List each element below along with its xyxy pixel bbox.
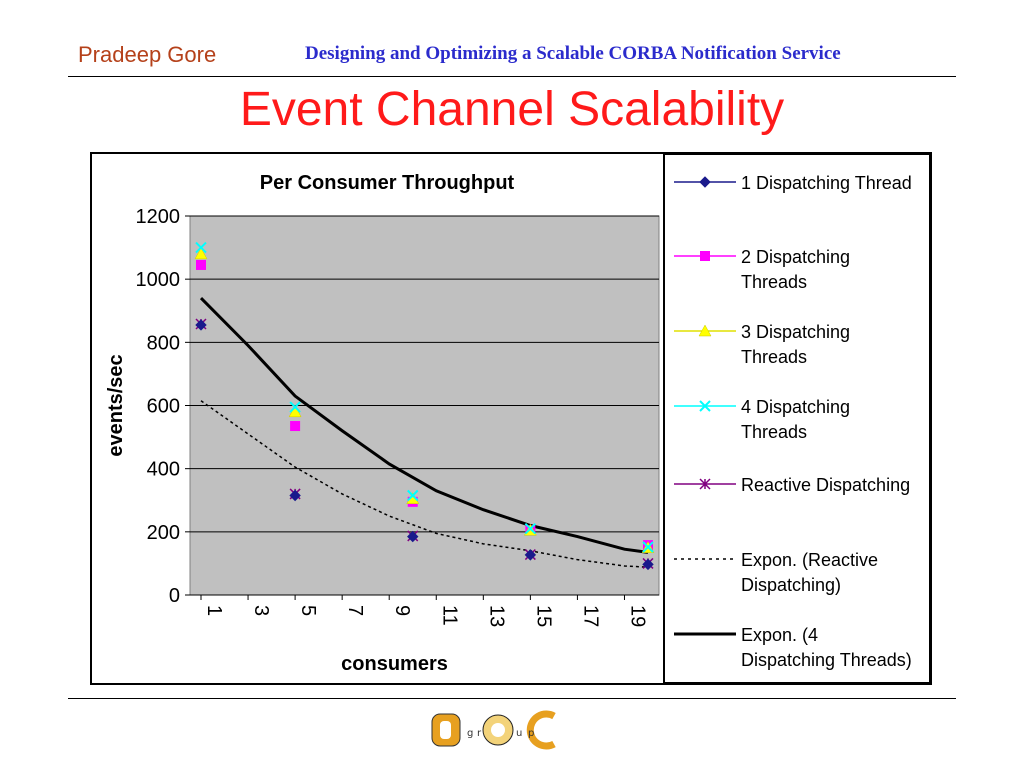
legend-label: Reactive Dispatching bbox=[741, 475, 910, 495]
svg-text:r: r bbox=[477, 728, 482, 739]
data-point bbox=[195, 241, 207, 254]
legend-marker bbox=[699, 176, 711, 188]
trendline-reactive bbox=[200, 400, 649, 568]
x-tick-label: 15 bbox=[532, 605, 554, 627]
data-point bbox=[407, 489, 419, 502]
author-name: Pradeep Gore bbox=[78, 42, 217, 67]
footer-rule bbox=[68, 698, 956, 699]
legend-label: Expon. (Reactive bbox=[741, 550, 878, 570]
chart-title: Per Consumer Throughput bbox=[260, 172, 515, 194]
x-axis-label: consumers bbox=[341, 653, 448, 675]
slide-title: Event Channel Scalability bbox=[239, 83, 785, 136]
x-tick-label: 13 bbox=[485, 605, 507, 627]
x-tick-label: 1 bbox=[203, 605, 225, 616]
header-rule bbox=[68, 76, 956, 77]
svg-text:g: g bbox=[467, 728, 473, 739]
legend-label: Threads bbox=[741, 272, 807, 292]
legend-label: 1 Dispatching Thread bbox=[741, 173, 912, 193]
data-point bbox=[407, 530, 419, 543]
presentation-title: Designing and Optimizing a Scalable CORB… bbox=[305, 43, 841, 64]
x-tick-label: 9 bbox=[391, 605, 413, 616]
legend-box bbox=[663, 154, 930, 683]
y-axis-label: events/sec bbox=[105, 354, 127, 456]
x-tick-label: 19 bbox=[626, 605, 648, 627]
x-tick-label: 5 bbox=[297, 605, 319, 616]
legend-marker bbox=[700, 251, 710, 261]
x-tick-label: 7 bbox=[344, 605, 366, 616]
svg-text:u: u bbox=[516, 728, 522, 739]
y-tick-label: 600 bbox=[147, 396, 180, 418]
legend-marker bbox=[698, 324, 712, 337]
legend-label: Expon. (4 bbox=[741, 625, 818, 645]
y-tick-label: 800 bbox=[147, 332, 180, 354]
legend-label: Threads bbox=[741, 422, 807, 442]
y-tick-label: 400 bbox=[147, 459, 180, 481]
legend-marker bbox=[699, 400, 711, 412]
x-tick-label: 17 bbox=[579, 605, 601, 627]
legend-label: 4 Dispatching bbox=[741, 397, 850, 417]
y-tick-label: 1000 bbox=[136, 269, 181, 291]
y-tick-label: 1200 bbox=[136, 206, 181, 228]
x-tick-label: 3 bbox=[250, 605, 272, 616]
legend-label: 3 Dispatching bbox=[741, 322, 850, 342]
trendline-4-threads bbox=[199, 297, 649, 554]
data-point bbox=[194, 247, 208, 260]
y-tick-label: 0 bbox=[169, 585, 180, 607]
data-point bbox=[195, 319, 207, 331]
legend-marker bbox=[699, 478, 711, 490]
y-tick-label: 200 bbox=[147, 522, 180, 544]
doc-group-logo: g r u p bbox=[431, 710, 556, 750]
data-point bbox=[642, 558, 654, 571]
data-point bbox=[524, 549, 537, 561]
legend-label: Threads bbox=[741, 347, 807, 367]
legend-label: Dispatching Threads) bbox=[741, 650, 912, 670]
data-point bbox=[289, 489, 301, 502]
scatter-chart: Per Consumer Throughput 0 200 400 600 800 1000… bbox=[105, 154, 930, 683]
legend-label: 2 Dispatching bbox=[741, 247, 850, 267]
data-point bbox=[524, 522, 537, 535]
data-point bbox=[289, 401, 301, 413]
data-point bbox=[642, 541, 654, 553]
data-point bbox=[196, 259, 206, 270]
data-point bbox=[290, 421, 301, 432]
chart-container: Per Consumer Throughput 0 200 400 600 800 1000… bbox=[90, 152, 932, 685]
svg-text:p: p bbox=[528, 728, 534, 739]
legend-label: Dispatching) bbox=[741, 575, 841, 595]
x-tick-label: 11 bbox=[438, 605, 460, 626]
